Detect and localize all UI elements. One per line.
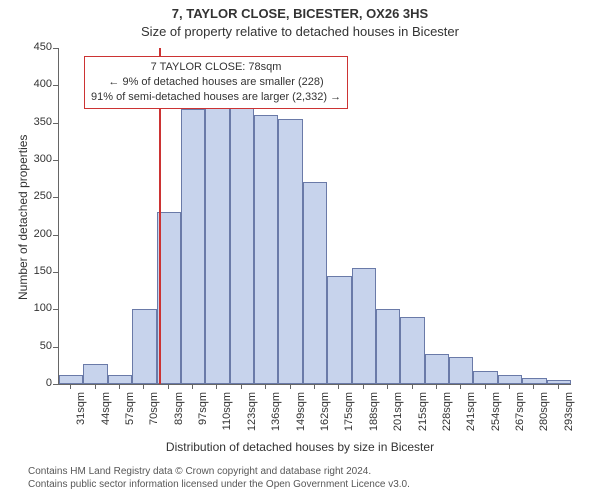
y-tick-label: 400	[24, 78, 52, 90]
x-tick-mark	[412, 384, 413, 389]
x-tick-mark	[509, 384, 510, 389]
histogram-bar	[181, 109, 205, 384]
histogram-bar	[108, 375, 132, 384]
histogram-bar	[400, 317, 424, 384]
y-tick-label: 350	[24, 116, 52, 128]
histogram-bar	[59, 375, 83, 384]
histogram-bar	[547, 380, 571, 384]
x-tick-label: 162sqm	[319, 392, 331, 442]
histogram-bar	[327, 276, 351, 384]
x-tick-mark	[119, 384, 120, 389]
annotation-callout: 7 TAYLOR CLOSE: 78sqm ← 9% of detached h…	[84, 56, 348, 109]
histogram-bar	[132, 309, 156, 384]
y-tick-mark	[53, 235, 58, 236]
y-tick-label: 0	[24, 377, 52, 389]
histogram-bar	[278, 119, 302, 384]
x-tick-label: 241sqm	[465, 392, 477, 442]
x-tick-mark	[143, 384, 144, 389]
x-tick-mark	[216, 384, 217, 389]
x-tick-label: 57sqm	[124, 392, 136, 442]
y-tick-mark	[53, 123, 58, 124]
x-tick-mark	[436, 384, 437, 389]
histogram-bar	[473, 371, 497, 384]
x-tick-label: 215sqm	[417, 392, 429, 442]
y-tick-label: 300	[24, 153, 52, 165]
annotation-line-3: 91% of semi-detached houses are larger (…	[91, 90, 341, 105]
x-tick-mark	[338, 384, 339, 389]
x-tick-mark	[265, 384, 266, 389]
x-tick-mark	[314, 384, 315, 389]
y-tick-label: 450	[24, 41, 52, 53]
y-tick-mark	[53, 272, 58, 273]
x-tick-mark	[192, 384, 193, 389]
chart-title-address: 7, TAYLOR CLOSE, BICESTER, OX26 3HS	[0, 6, 600, 21]
x-tick-label: 136sqm	[270, 392, 282, 442]
y-tick-mark	[53, 160, 58, 161]
histogram-bar	[230, 108, 254, 384]
x-tick-label: 149sqm	[295, 392, 307, 442]
histogram-bar	[449, 357, 473, 384]
histogram-bar	[303, 182, 327, 384]
chart-title-subtitle: Size of property relative to detached ho…	[0, 24, 600, 39]
y-tick-label: 200	[24, 228, 52, 240]
x-tick-mark	[558, 384, 559, 389]
x-tick-label: 31sqm	[75, 392, 87, 442]
x-tick-mark	[485, 384, 486, 389]
y-tick-mark	[53, 85, 58, 86]
x-tick-label: 254sqm	[490, 392, 502, 442]
y-tick-mark	[53, 384, 58, 385]
y-tick-mark	[53, 197, 58, 198]
x-tick-label: 70sqm	[148, 392, 160, 442]
x-tick-label: 44sqm	[100, 392, 112, 442]
histogram-bar	[352, 268, 376, 384]
histogram-bar	[522, 378, 546, 384]
x-tick-label: 175sqm	[343, 392, 355, 442]
x-tick-mark	[241, 384, 242, 389]
histogram-bar	[498, 375, 522, 384]
annotation-line-2: ← 9% of detached houses are smaller (228…	[91, 75, 341, 90]
x-tick-label: 83sqm	[173, 392, 185, 442]
annotation-line-1: 7 TAYLOR CLOSE: 78sqm	[91, 60, 341, 75]
y-tick-mark	[53, 48, 58, 49]
y-tick-label: 50	[24, 340, 52, 352]
x-tick-mark	[168, 384, 169, 389]
y-tick-mark	[53, 347, 58, 348]
x-tick-label: 267sqm	[514, 392, 526, 442]
y-tick-label: 150	[24, 265, 52, 277]
x-tick-mark	[387, 384, 388, 389]
x-tick-mark	[363, 384, 364, 389]
x-tick-mark	[95, 384, 96, 389]
y-tick-label: 250	[24, 190, 52, 202]
y-tick-mark	[53, 309, 58, 310]
copyright-notice: Contains HM Land Registry data © Crown c…	[28, 465, 410, 491]
x-tick-label: 123sqm	[246, 392, 258, 442]
x-tick-label: 201sqm	[392, 392, 404, 442]
x-tick-label: 293sqm	[563, 392, 575, 442]
x-tick-label: 97sqm	[197, 392, 209, 442]
histogram-bar	[254, 115, 278, 384]
x-tick-mark	[70, 384, 71, 389]
histogram-bar	[83, 364, 107, 384]
x-tick-label: 228sqm	[441, 392, 453, 442]
histogram-bar	[205, 108, 229, 384]
x-tick-label: 188sqm	[368, 392, 380, 442]
y-tick-label: 100	[24, 302, 52, 314]
histogram-bar	[376, 309, 400, 384]
copyright-line-1: Contains HM Land Registry data © Crown c…	[28, 465, 410, 478]
x-tick-mark	[460, 384, 461, 389]
x-axis-label: Distribution of detached houses by size …	[0, 440, 600, 454]
histogram-bar	[425, 354, 449, 384]
x-tick-label: 280sqm	[538, 392, 550, 442]
x-tick-label: 110sqm	[221, 392, 233, 442]
x-tick-mark	[533, 384, 534, 389]
copyright-line-2: Contains public sector information licen…	[28, 478, 410, 491]
x-tick-mark	[290, 384, 291, 389]
